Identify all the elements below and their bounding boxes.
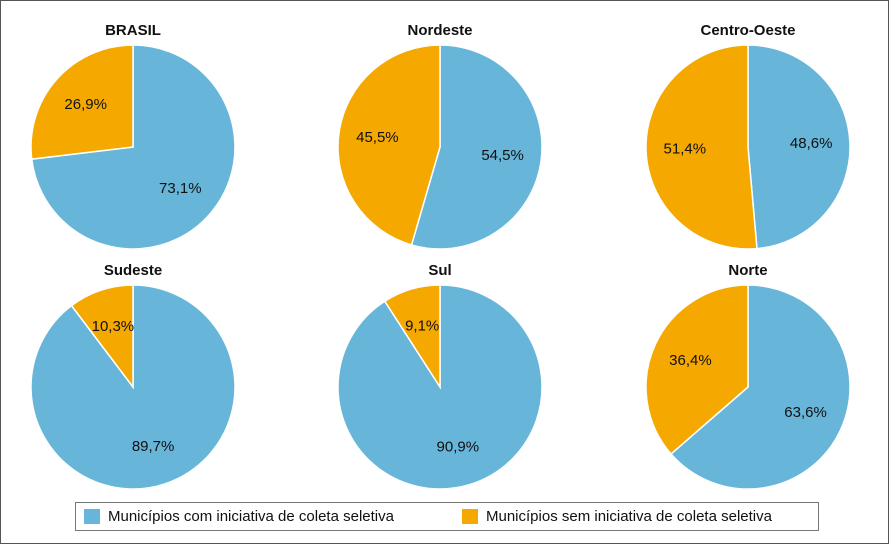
data-label: 9,1% (405, 317, 439, 334)
data-label: 26,9% (64, 96, 107, 113)
pie-slice (30, 44, 134, 160)
legend-label: Municípios sem iniciativa de coleta sele… (486, 508, 773, 525)
pie-slice (670, 284, 851, 490)
pie-slice (645, 44, 758, 250)
chart-title: BRASIL (105, 22, 161, 39)
pie-slice (383, 284, 441, 390)
data-label: 10,3% (92, 318, 135, 335)
chart-title: Nordeste (407, 22, 472, 39)
data-label: 54,5% (481, 147, 524, 164)
legend-box (75, 502, 819, 531)
data-label: 51,4% (664, 141, 707, 158)
chart-title: Norte (728, 262, 767, 279)
legend-label: Municípios com iniciativa de coleta sele… (108, 508, 395, 525)
legend-swatch (462, 509, 478, 524)
data-label: 73,1% (159, 180, 202, 197)
pie-slice (70, 284, 134, 390)
data-label: 45,5% (356, 129, 399, 146)
chart-title: Centro-Oeste (700, 22, 795, 39)
pie-slice (645, 284, 749, 456)
data-label: 90,9% (437, 439, 480, 456)
chart-title: Sul (428, 262, 451, 279)
data-label: 89,7% (132, 438, 175, 455)
data-label: 63,6% (784, 404, 827, 421)
pie-slice (747, 44, 851, 250)
data-label: 48,6% (790, 135, 833, 152)
legend-swatch (84, 509, 100, 524)
data-label: 36,4% (669, 352, 712, 369)
pie-slice (410, 44, 543, 250)
chart-title: Sudeste (104, 262, 162, 279)
pie-slice (337, 44, 441, 246)
